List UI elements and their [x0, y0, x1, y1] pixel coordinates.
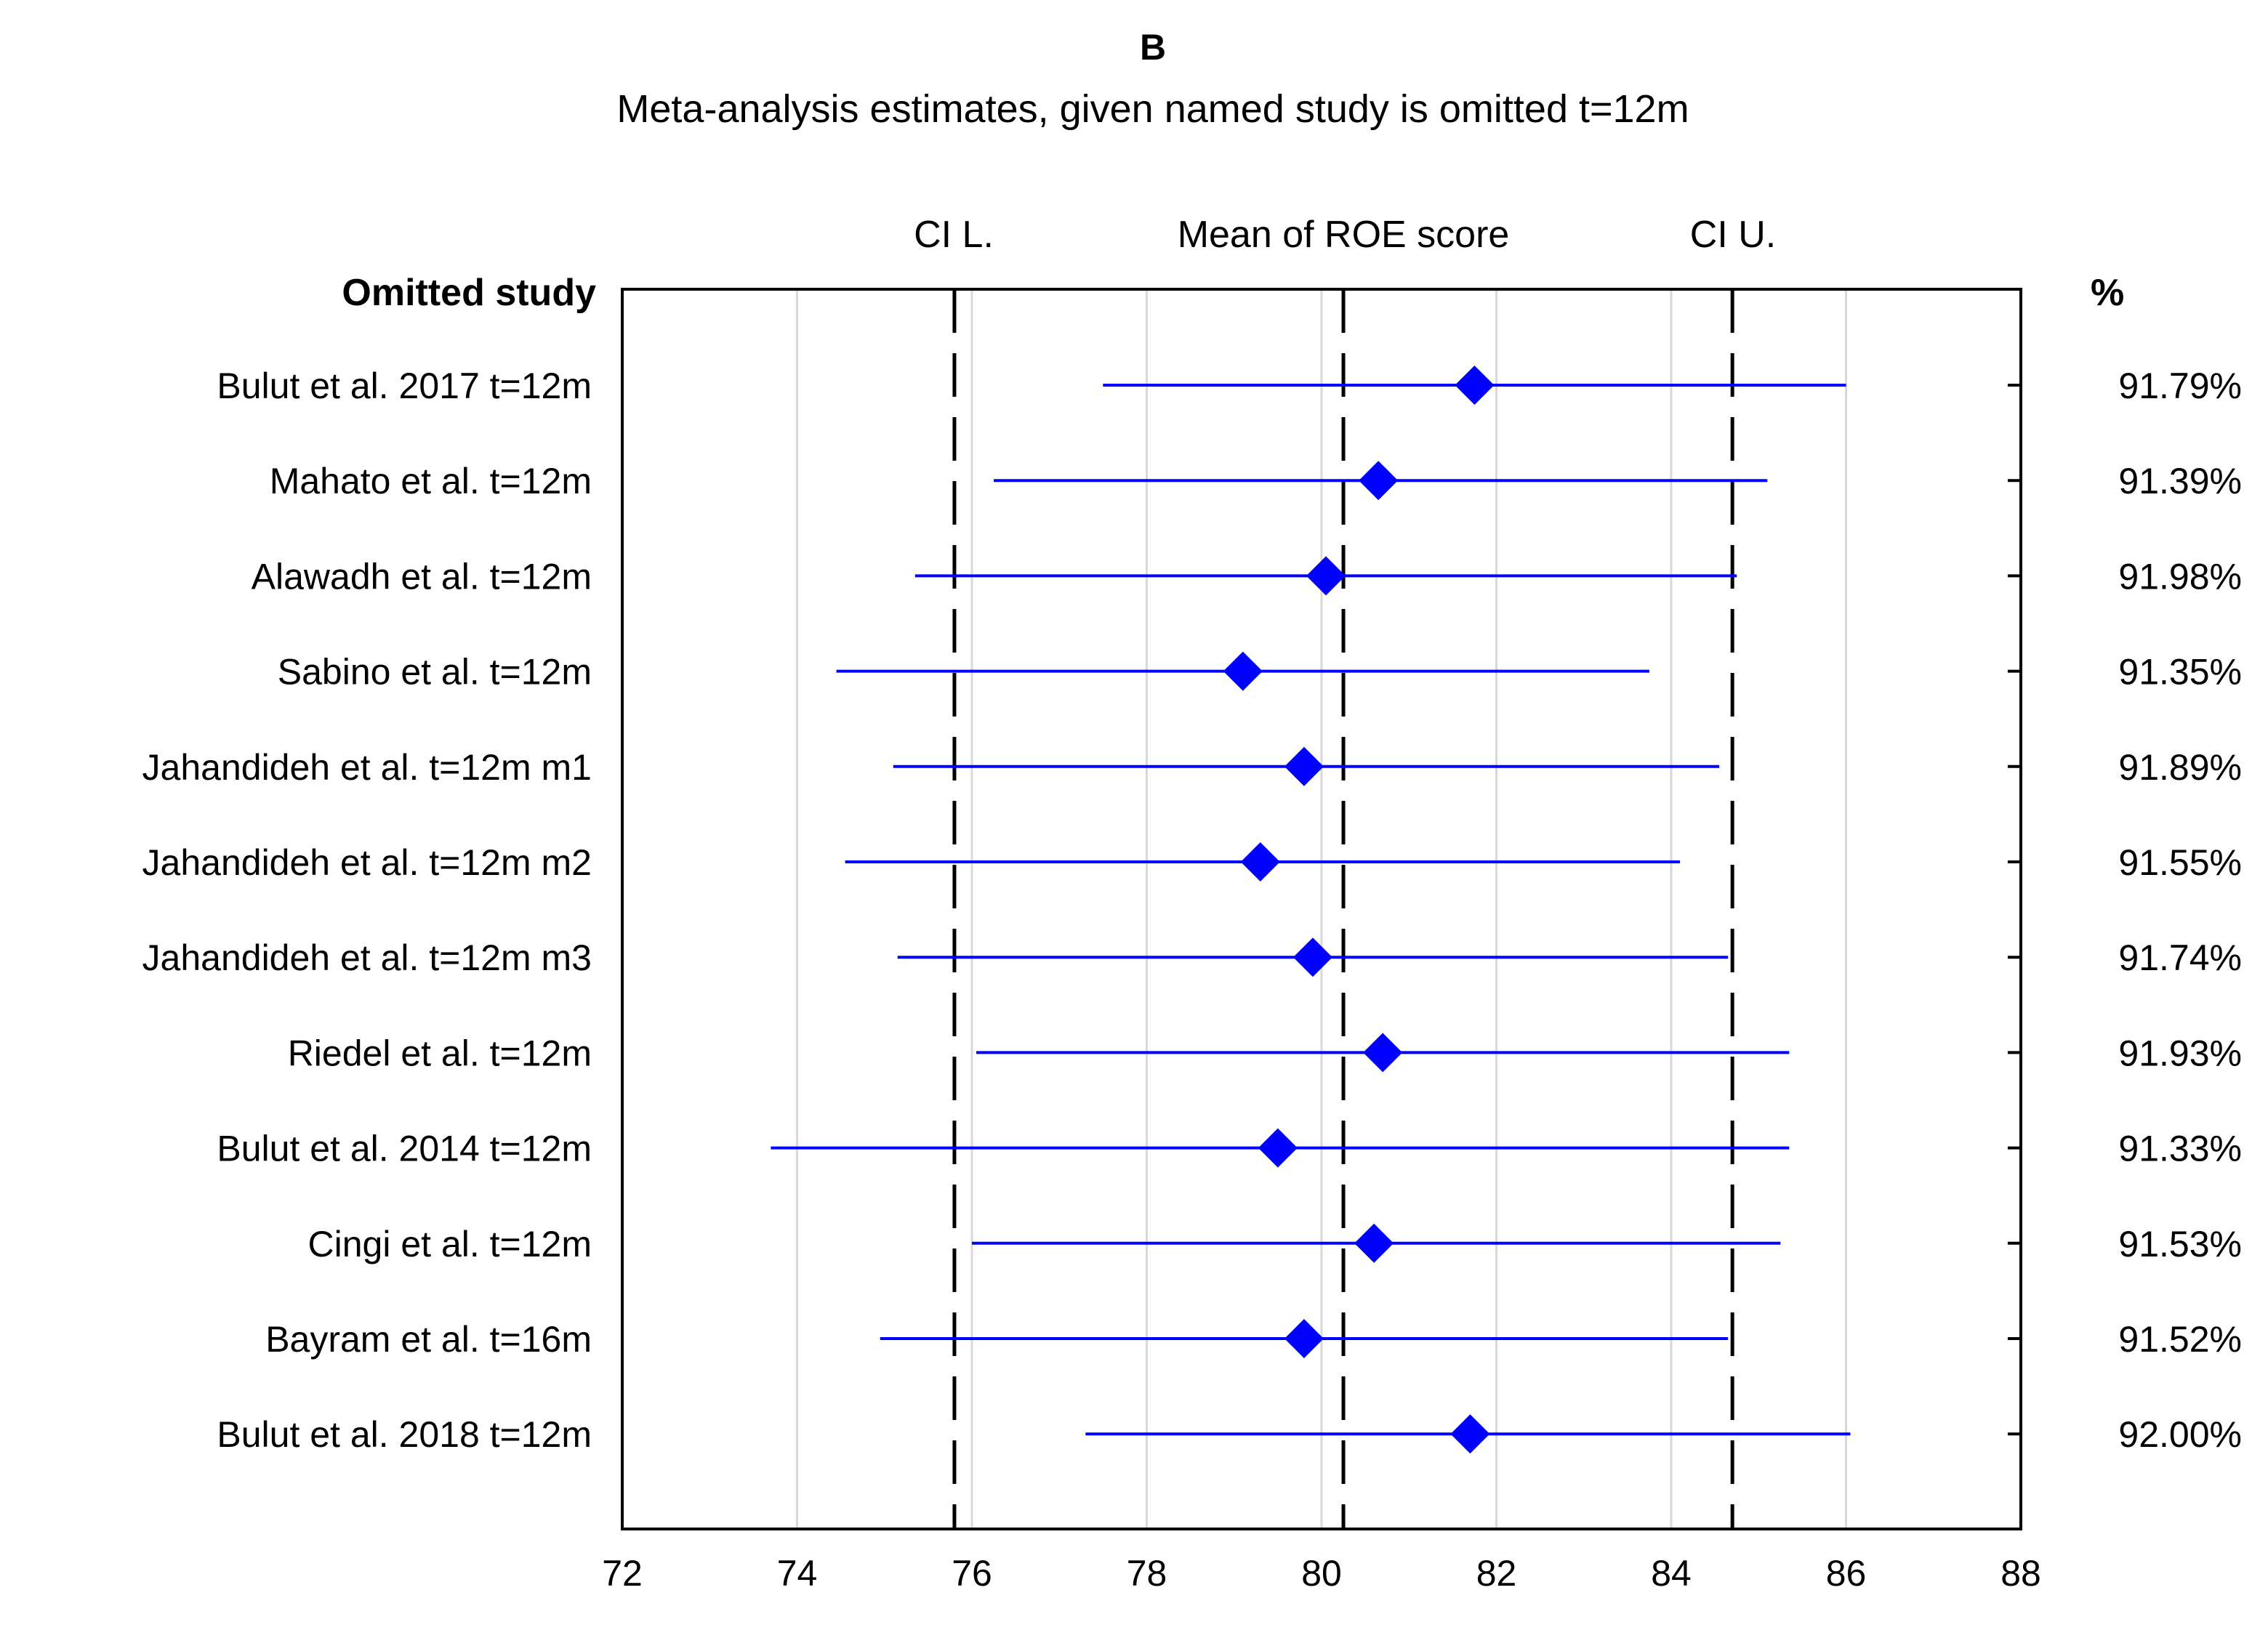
study-row: Riedel et al. t=12m 91.93%	[288, 1033, 2242, 1073]
mean-diamond-marker	[1240, 842, 1280, 881]
study-label: Bulut et al. 2014 t=12m	[217, 1129, 592, 1169]
percent-value: 91.53%	[2118, 1224, 2242, 1264]
vertical-gridlines	[796, 289, 1847, 1529]
ci-upper-header: CI U.	[1690, 214, 1776, 256]
percent-value: 91.89%	[2118, 747, 2242, 788]
percent-value: 91.35%	[2118, 652, 2242, 693]
mean-diamond-marker	[1292, 937, 1332, 977]
x-tick-label-86: 86	[1826, 1553, 1867, 1594]
percent-value: 91.93%	[2118, 1033, 2242, 1073]
study-row: Jahandideh et al. t=12m m3 91.74%	[142, 937, 2242, 978]
study-label: Bulut et al. 2017 t=12m	[217, 366, 592, 406]
x-tick-label-84: 84	[1651, 1553, 1692, 1594]
x-tick-label-88: 88	[2000, 1553, 2041, 1594]
study-row: Alawadh et al. t=12m 91.98%	[252, 556, 2242, 597]
percent-value: 91.79%	[2118, 366, 2242, 406]
chart-title: Meta-analysis estimates, given named stu…	[616, 87, 1689, 131]
study-label: Mahato et al. t=12m	[270, 461, 592, 501]
x-tick-label-76: 76	[952, 1553, 992, 1594]
plot-frame	[621, 288, 2022, 1530]
mean-diamond-marker	[1284, 746, 1324, 786]
percent-value: 91.55%	[2118, 842, 2242, 883]
percent-value: 91.98%	[2118, 556, 2242, 597]
mean-diamond-marker	[1455, 366, 1495, 405]
mean-diamond-marker	[1363, 1033, 1403, 1073]
mean-diamond-marker	[1258, 1128, 1298, 1168]
mean-diamond-marker	[1223, 651, 1263, 691]
mean-diamond-marker	[1284, 1319, 1324, 1358]
study-label: Bayram et al. t=16m	[265, 1319, 592, 1360]
mean-diamond-marker	[1359, 461, 1399, 501]
study-row: Mahato et al. t=12m 91.39%	[270, 461, 2242, 501]
percent-value: 91.39%	[2118, 461, 2242, 501]
x-tick-label-82: 82	[1476, 1553, 1517, 1594]
omitted-study-header: Omitted study	[342, 272, 596, 314]
x-tick-label-72: 72	[602, 1553, 643, 1594]
mean-diamond-marker	[1354, 1223, 1394, 1263]
study-row: Jahandideh et al. t=12m m1 91.89%	[142, 746, 2242, 788]
reference-lines	[952, 289, 1734, 1529]
ci-lower-header: CI L.	[914, 214, 994, 256]
study-row: Bulut et al. 2018 t=12m 92.00%	[217, 1414, 2242, 1455]
x-axis: 72 74 76 78 80 82 84 86 88	[602, 1553, 2041, 1594]
x-tick-label-80: 80	[1301, 1553, 1342, 1594]
study-label: Cingi et al. t=12m	[308, 1224, 592, 1264]
study-row: Bulut et al. 2017 t=12m 91.79%	[217, 366, 2242, 406]
study-label: Jahandideh et al. t=12m m1	[142, 747, 592, 788]
x-tick-label-74: 74	[777, 1553, 818, 1594]
study-label: Bulut et al. 2018 t=12m	[217, 1414, 592, 1455]
study-label: Sabino et al. t=12m	[278, 652, 592, 693]
panel-label: B	[1140, 27, 1166, 68]
study-row: Bayram et al. t=16m 91.52%	[265, 1319, 2242, 1360]
study-row: Jahandideh et al. t=12m m2 91.55%	[142, 842, 2242, 883]
percent-header: %	[2091, 272, 2124, 314]
percent-value: 92.00%	[2118, 1414, 2242, 1455]
x-tick-label-78: 78	[1127, 1553, 1167, 1594]
percent-value: 91.74%	[2118, 937, 2242, 978]
study-row: Sabino et al. t=12m 91.35%	[278, 651, 2242, 693]
mean-header: Mean of ROE score	[1178, 214, 1510, 256]
percent-value: 91.52%	[2118, 1319, 2242, 1360]
study-row: Cingi et al. t=12m 91.53%	[308, 1223, 2242, 1264]
study-label: Jahandideh et al. t=12m m2	[142, 842, 592, 883]
study-label: Riedel et al. t=12m	[288, 1033, 592, 1073]
study-label: Alawadh et al. t=12m	[252, 556, 592, 597]
study-label: Jahandideh et al. t=12m m3	[142, 937, 592, 978]
mean-diamond-marker	[1450, 1414, 1490, 1454]
mean-diamond-marker	[1306, 556, 1346, 596]
study-rows: Bulut et al. 2017 t=12m 91.79% Mahato et a…	[142, 366, 2242, 1455]
study-row: Bulut et al. 2014 t=12m 91.33%	[217, 1128, 2242, 1169]
percent-value: 91.33%	[2118, 1129, 2242, 1169]
